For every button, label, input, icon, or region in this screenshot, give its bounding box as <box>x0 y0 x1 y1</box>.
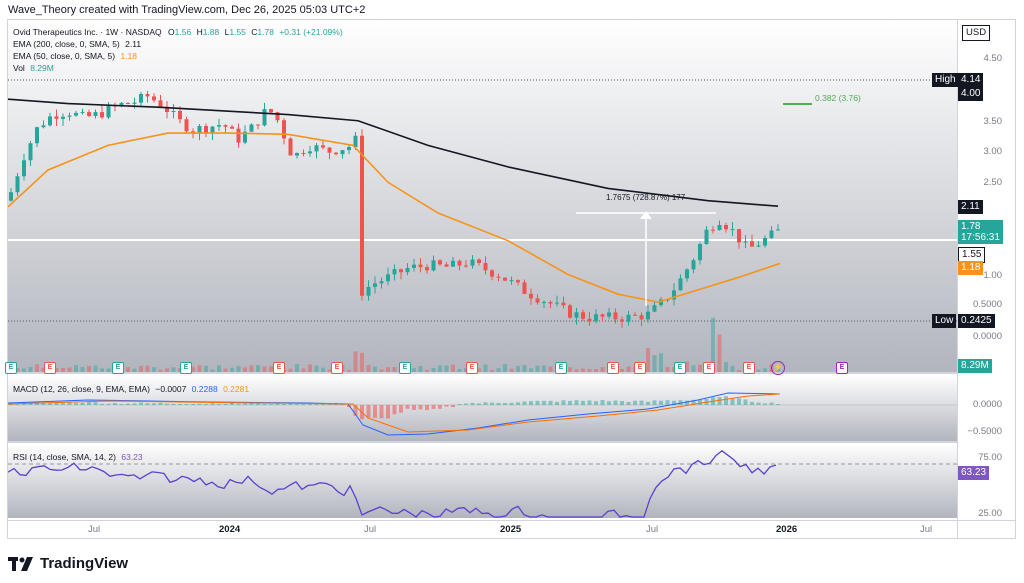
earnings-event-icon[interactable]: E <box>743 362 755 374</box>
ema50-label: EMA (50, close, 0, SMA, 5) <box>13 51 116 61</box>
measure-arrow <box>640 211 652 219</box>
ema200-legend[interactable]: EMA (200, close, 0, SMA, 5) 2.11 <box>13 39 141 50</box>
earnings-event-icon[interactable]: E <box>466 362 478 374</box>
macd-tick: 0.0000 <box>972 399 1002 410</box>
ohlc-low: 1.55 <box>229 27 246 37</box>
ohlc-open: 1.56 <box>174 27 192 37</box>
low-value-tag: 0.2425 <box>958 314 995 328</box>
symbol-legend[interactable]: Ovid Therapeutics Inc. · 1W · NASDAQ O1.… <box>13 27 343 38</box>
ema200-tag: 2.11 <box>958 200 983 214</box>
last-price: 1.78 <box>961 221 981 232</box>
earnings-event-icon[interactable]: E <box>703 362 715 374</box>
macd-line-value: 0.2288 <box>191 384 218 394</box>
ohlc-low-label: L <box>224 27 230 37</box>
rsi-tick: 75.00 <box>978 452 1002 463</box>
price-tick: 1.00 <box>983 270 1003 281</box>
earnings-event-icon[interactable]: E <box>607 362 619 374</box>
earnings-event-icon[interactable]: E <box>836 362 848 374</box>
tradingview-logo: TradingView <box>8 555 128 572</box>
chart-frame <box>7 19 1016 539</box>
price-tick: 0.5000 <box>972 299 1002 310</box>
price-change: +0.31 (+21.09%) <box>279 27 343 37</box>
measure-label: 1.7675 (728.87%) 177 <box>606 193 686 202</box>
ema200-line <box>8 98 779 208</box>
ema50-value: 1.18 <box>120 51 137 61</box>
time-label: Jul <box>646 524 659 535</box>
time-label: 2026 <box>776 524 798 535</box>
lightning-icon[interactable]: ⚡ <box>771 361 785 375</box>
price-tick: 3.00 <box>983 146 1003 157</box>
symbol-title: Ovid Therapeutics Inc. · 1W · NASDAQ <box>13 27 162 37</box>
ema50-line <box>8 132 781 303</box>
earnings-event-icon[interactable]: E <box>331 362 343 374</box>
fib-label: 0.382 (3.76) <box>815 93 861 103</box>
ohlc-high: 1.88 <box>202 27 220 37</box>
earnings-event-icon[interactable]: E <box>674 362 686 374</box>
macd-signal-value: 0.2281 <box>223 384 250 394</box>
earnings-event-icon[interactable]: E <box>112 362 124 374</box>
rsi-tick: 25.00 <box>978 508 1002 519</box>
ohlc-close: 1.78 <box>257 27 274 37</box>
chart-credit: Wave_Theory created with TradingView.com… <box>8 4 366 16</box>
price-tick: 0.0000 <box>972 331 1002 342</box>
ohlc-high-label: H <box>196 27 203 37</box>
rsi-value: 63.23 <box>121 452 143 462</box>
rsi-pane-background <box>8 444 957 518</box>
earnings-event-icon[interactable]: E <box>399 362 411 374</box>
currency-button[interactable]: USD <box>962 25 991 41</box>
macd-tick: −0.5000 <box>967 426 1002 437</box>
macd-legend[interactable]: MACD (12, 26, close, 9, EMA, EMA) −0.000… <box>13 384 249 395</box>
volume-legend[interactable]: Vol 8.29M <box>13 63 54 74</box>
time-axis[interactable] <box>7 520 1016 540</box>
ema50-legend[interactable]: EMA (50, close, 0, SMA, 5) 1.18 <box>13 51 137 62</box>
earnings-event-icon[interactable]: E <box>555 362 567 374</box>
time-label: Jul <box>88 524 101 535</box>
time-label: 2025 <box>500 524 522 535</box>
ohlc-open-label: O <box>168 27 175 37</box>
ohlc-close-label: C <box>251 27 258 37</box>
price-axis[interactable] <box>957 20 1017 538</box>
candlestick-series <box>9 90 780 328</box>
macd-hist-value: −0.0007 <box>155 384 187 394</box>
rsi-tag: 63.23 <box>958 466 990 480</box>
ema200-value: 2.11 <box>125 39 142 49</box>
earnings-event-icon[interactable]: E <box>180 362 192 374</box>
macd-signal-line <box>8 393 781 433</box>
volume-value: 8.29M <box>30 63 54 73</box>
high-value-tag: 4.14 <box>958 73 984 87</box>
time-label: Jul <box>920 524 933 535</box>
price-tick: 4.00 <box>958 87 984 101</box>
support-tag: 1.55 <box>958 247 986 263</box>
brand-name: TradingView <box>40 555 129 572</box>
low-label: Low <box>932 314 957 328</box>
tradingview-logo-icon <box>8 556 33 571</box>
high-label: High <box>932 73 959 87</box>
price-tick: 3.50 <box>983 116 1003 127</box>
macd-label: MACD (12, 26, close, 9, EMA, EMA) <box>13 384 150 394</box>
volume-label: Vol <box>13 63 25 73</box>
rsi-line <box>8 449 777 518</box>
earnings-event-icon[interactable]: E <box>634 362 646 374</box>
rsi-legend[interactable]: RSI (14, close, SMA, 14, 2) 63.23 <box>13 452 143 463</box>
earnings-event-icon[interactable]: E <box>44 362 56 374</box>
chart-plot-area[interactable] <box>8 20 957 538</box>
price-tick: 2.50 <box>983 177 1003 188</box>
bar-countdown: 17:56:31 <box>961 232 1000 243</box>
rsi-label: RSI (14, close, SMA, 14, 2) <box>13 452 116 462</box>
ema200-label: EMA (200, close, 0, SMA, 5) <box>13 39 120 49</box>
last-price-tag: 1.78 17:56:31 <box>958 220 1003 244</box>
ema50-tag: 1.18 <box>958 261 984 275</box>
time-label: 2024 <box>219 524 241 535</box>
earnings-event-icon[interactable]: E <box>5 362 17 374</box>
time-label: Jul <box>364 524 377 535</box>
volume-tag: 8.29M <box>958 359 992 373</box>
earnings-event-icon[interactable]: E <box>273 362 285 374</box>
price-tick: 4.50 <box>983 53 1003 64</box>
main-pane-background <box>8 20 957 372</box>
macd-pane-background <box>8 375 957 441</box>
